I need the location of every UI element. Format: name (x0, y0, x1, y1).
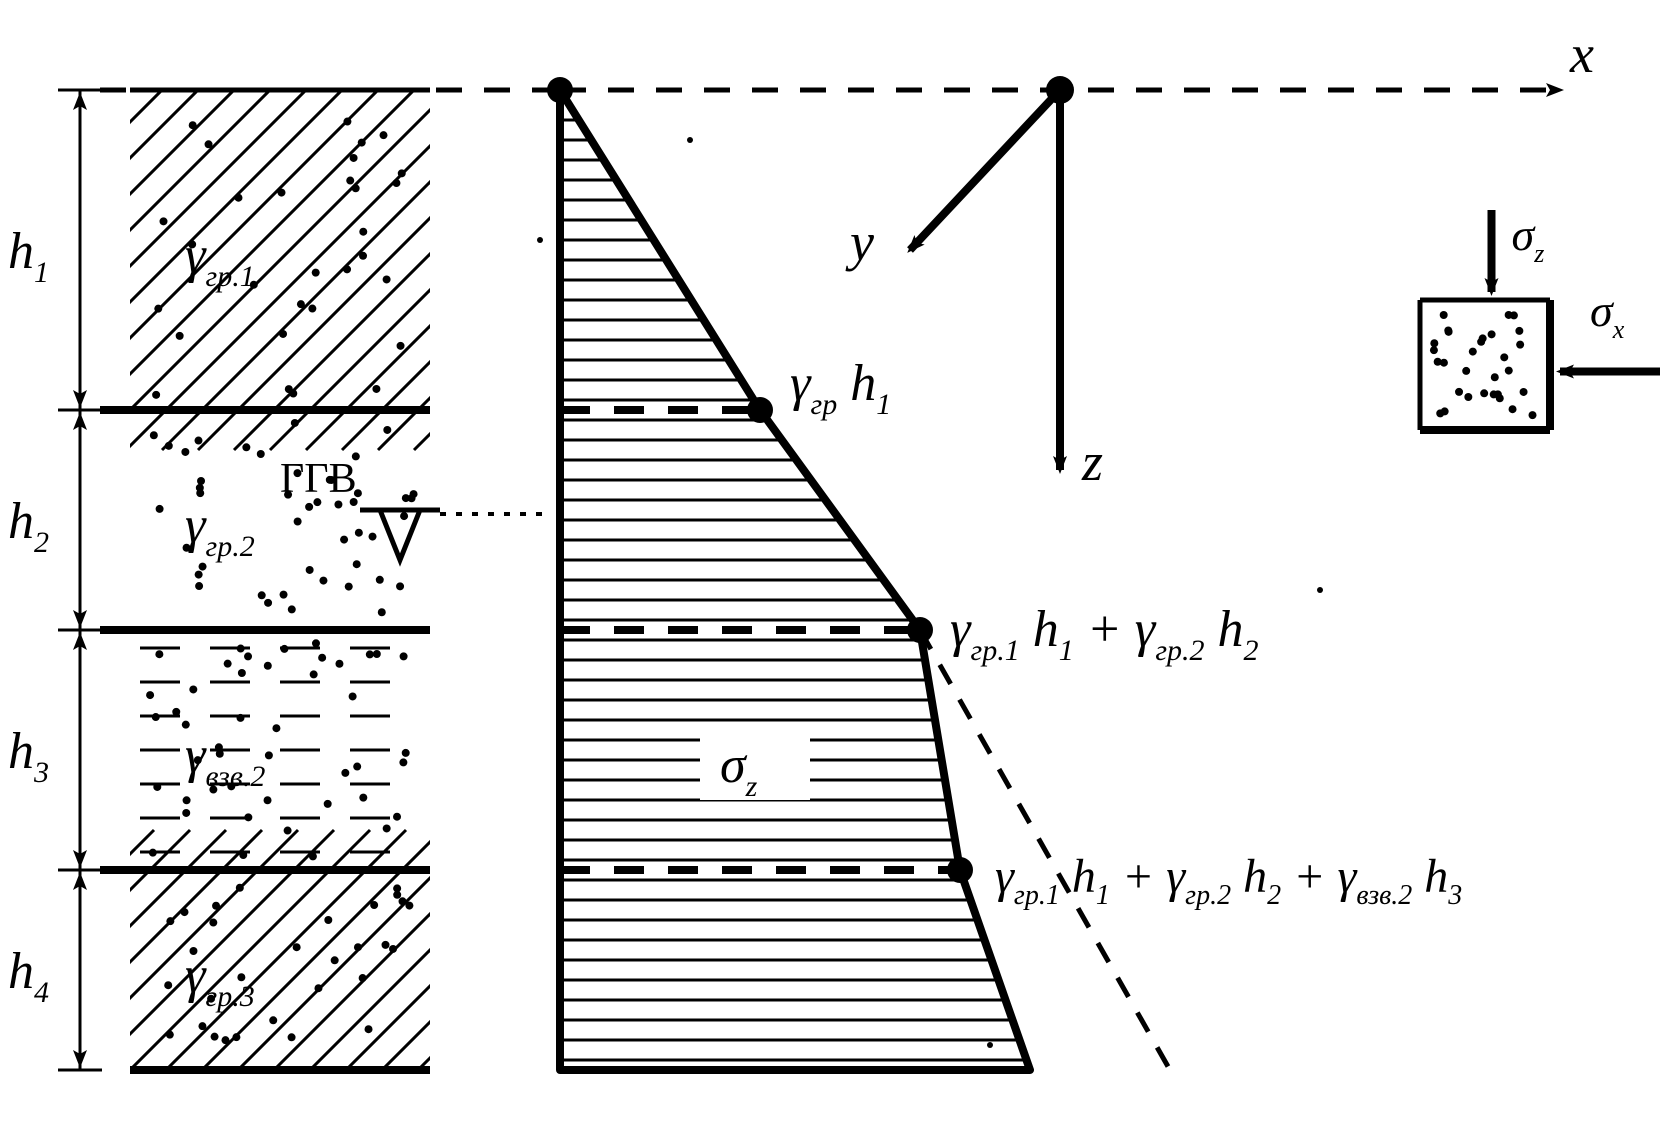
svg-text:h2: h2 (8, 493, 49, 559)
svg-text:σz: σz (1512, 209, 1545, 268)
svg-text:h3: h3 (8, 723, 49, 789)
svg-text:γгр h1: γгр h1 (790, 355, 891, 421)
svg-text:h1: h1 (8, 223, 49, 289)
svg-text:z: z (1081, 432, 1103, 492)
svg-text:h4: h4 (8, 943, 49, 1009)
svg-text:x: x (1569, 24, 1594, 84)
svg-text:y: y (845, 212, 874, 272)
svg-text:ГГВ: ГГВ (280, 456, 357, 502)
svg-text:γгр.1 h1 + γгр.2 h2: γгр.1 h1 + γгр.2 h2 (950, 601, 1259, 667)
svg-text:σx: σx (1590, 285, 1625, 344)
svg-text:γгр.1 h1 + γгр.2 h2 + γвзв.2 h: γгр.1 h1 + γгр.2 h2 + γвзв.2 h3 (995, 850, 1462, 911)
